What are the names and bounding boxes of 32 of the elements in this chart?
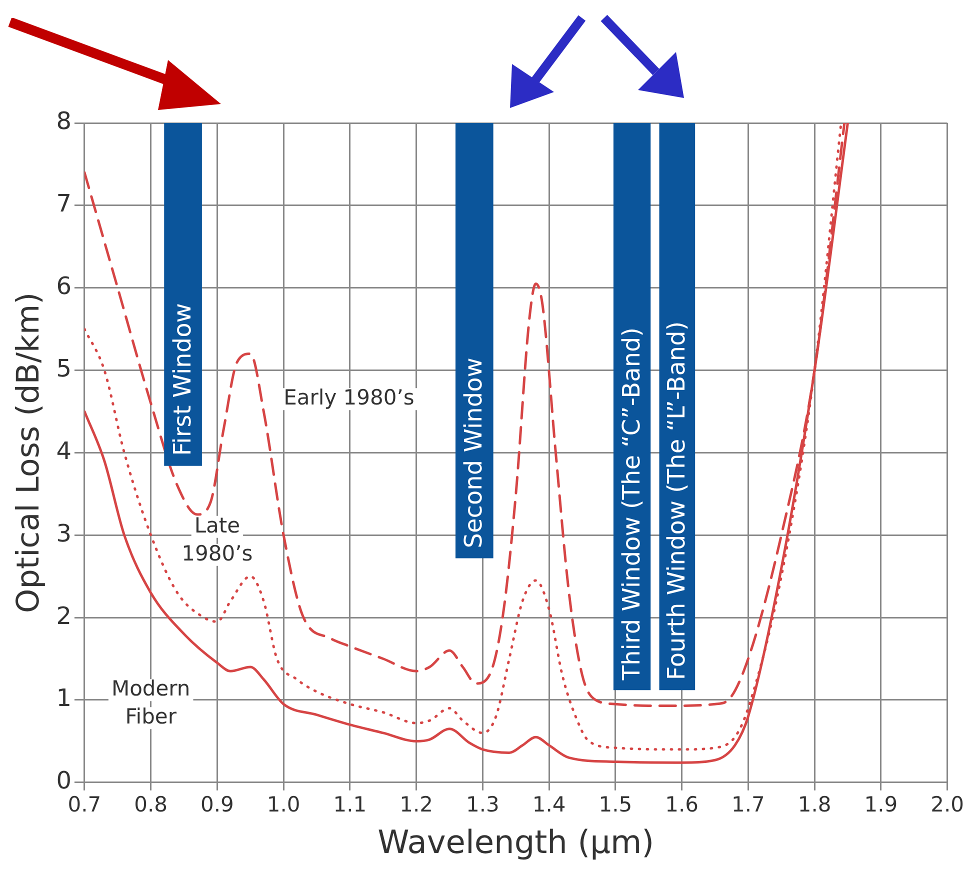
x-tick-label: 0.8	[134, 792, 168, 816]
x-tick-label: 1.0	[266, 792, 300, 816]
x-tick-label: 1.1	[333, 792, 367, 816]
x-tick-label: 1.6	[665, 792, 699, 816]
y-tick-label: 0	[56, 766, 72, 795]
series-label: Late 1980’s	[182, 513, 253, 566]
band-label: First Window	[168, 303, 196, 456]
x-tick-label: 1.3	[466, 792, 500, 816]
x-tick-label: 1.7	[731, 792, 765, 816]
band-label: Fourth Window (The “L”-Band)	[662, 321, 690, 680]
series-label: Early 1980’s	[284, 386, 414, 410]
x-tick-label: 1.9	[864, 792, 898, 816]
y-tick-label: 7	[56, 190, 72, 218]
x-tick-label: 2.0	[930, 792, 964, 816]
series-label: Modern Fiber	[111, 676, 190, 729]
x-tick-label: 1.2	[400, 792, 434, 816]
x-tick-label: 1.4	[532, 792, 566, 816]
x-tick-label: 1.8	[798, 792, 832, 816]
band-label: Third Window (The “C”-Band)	[617, 327, 646, 682]
x-tick-label: 1.5	[598, 792, 632, 816]
y-tick-label: 5	[56, 354, 72, 383]
y-tick-label: 6	[56, 272, 72, 300]
x-tick-label: 0.7	[68, 792, 102, 816]
y-tick-label: 4	[56, 436, 72, 465]
y-tick-label: 2	[56, 602, 72, 630]
x-axis-title: Wavelength (μm)	[378, 823, 654, 862]
y-tick-label: 3	[56, 519, 72, 548]
x-tick-label: 0.9	[200, 792, 234, 816]
y-tick-label: 1	[56, 684, 72, 712]
y-axis-title: Optical Loss (dB/km)	[10, 292, 47, 614]
band-label: Second Window	[460, 358, 488, 548]
y-tick-label: 8	[56, 107, 72, 136]
